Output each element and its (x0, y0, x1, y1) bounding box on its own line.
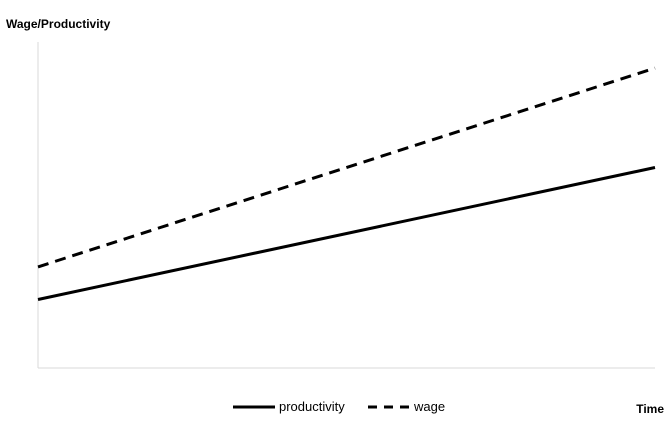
series-line-wage (37, 66, 656, 269)
y-axis-title: Wage/Productivity (6, 17, 111, 31)
legend-label-wage: wage (413, 399, 445, 414)
series-line-productivity (37, 166, 656, 301)
series-layer (37, 66, 656, 301)
x-axis-title: Time (636, 402, 664, 416)
legend-label-productivity: productivity (279, 399, 345, 414)
legend: productivity wage (233, 399, 445, 414)
